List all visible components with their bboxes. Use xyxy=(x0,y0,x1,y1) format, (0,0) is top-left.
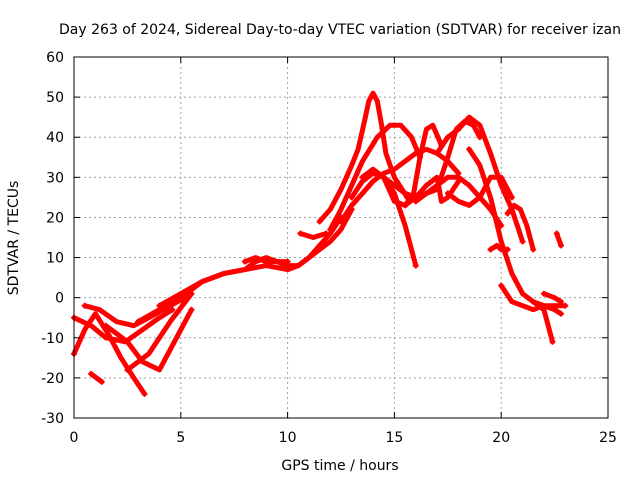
plus-marker xyxy=(455,178,462,185)
series-arc-15 xyxy=(359,166,419,269)
series-arc-9 xyxy=(242,255,291,265)
y-tick-label: -30 xyxy=(41,411,64,427)
y-tick-label: 30 xyxy=(46,170,64,186)
plus-marker xyxy=(487,246,494,253)
series-arc-7 xyxy=(135,206,355,325)
y-tick-label: -10 xyxy=(41,331,64,347)
plus-marker xyxy=(359,174,366,181)
series-arc-23 xyxy=(505,202,536,252)
series-arc-12 xyxy=(327,122,423,232)
plus-marker xyxy=(466,146,473,153)
plus-marker xyxy=(81,302,88,309)
series-arc-24 xyxy=(498,283,568,313)
series-arc-25 xyxy=(530,299,555,345)
x-tick-label: 0 xyxy=(70,430,79,446)
plus-marker xyxy=(241,258,248,265)
plus-marker xyxy=(169,306,176,313)
plus-marker xyxy=(558,242,565,249)
x-tick-label: 5 xyxy=(176,430,185,446)
plus-marker xyxy=(141,390,148,397)
plus-marker xyxy=(434,150,441,157)
series-arc-10 xyxy=(297,231,329,240)
plus-marker xyxy=(508,194,515,201)
plus-marker xyxy=(402,202,409,209)
series-arc-20 xyxy=(445,174,515,208)
plus-marker xyxy=(98,378,105,385)
plus-marker xyxy=(562,302,569,309)
x-tick-label: 20 xyxy=(492,430,510,446)
plus-marker xyxy=(156,302,163,309)
plus-marker xyxy=(338,218,344,225)
plus-marker xyxy=(327,226,334,233)
plus-marker xyxy=(412,198,419,205)
series-arc-4 xyxy=(88,371,105,385)
series-arc-22 xyxy=(488,243,511,252)
series-arc-21 xyxy=(466,146,564,317)
plus-marker xyxy=(504,210,511,217)
plus-marker xyxy=(188,306,195,313)
plus-marker xyxy=(135,318,142,325)
x-tick-label: 10 xyxy=(279,430,297,446)
plus-marker xyxy=(323,230,330,237)
plus-marker xyxy=(558,310,565,317)
series-arc-6 xyxy=(124,291,194,373)
y-tick-label: -20 xyxy=(41,371,64,387)
plus-marker xyxy=(519,238,526,245)
plus-marker xyxy=(348,194,355,201)
y-tick-label: 50 xyxy=(46,90,64,106)
series-arc-17 xyxy=(402,174,461,208)
plus-marker xyxy=(558,298,565,305)
x-tick-label: 15 xyxy=(385,430,403,446)
plus-marker xyxy=(540,290,547,297)
x-tick-label: 25 xyxy=(599,430,617,446)
plus-marker xyxy=(498,282,505,289)
y-tick-label: 10 xyxy=(46,251,64,267)
plus-marker xyxy=(412,262,419,269)
series-arc-19 xyxy=(434,114,526,244)
series-arc-5 xyxy=(103,307,194,373)
series-arc-18 xyxy=(413,118,483,204)
gridlines xyxy=(74,57,608,418)
plus-marker xyxy=(316,218,323,225)
plus-marker xyxy=(103,322,110,329)
series-arc-26 xyxy=(541,291,564,305)
plus-marker xyxy=(504,246,511,253)
plus-marker xyxy=(88,370,95,377)
plus-marker xyxy=(444,190,451,197)
y-tick-label: 60 xyxy=(46,50,64,66)
plus-marker xyxy=(380,174,387,181)
series-arc-8 xyxy=(156,214,344,309)
plus-marker xyxy=(297,230,304,237)
y-tick-label: 40 xyxy=(46,130,64,146)
series-arc-1 xyxy=(71,311,147,397)
series-arc-16 xyxy=(381,122,444,208)
y-axis-label: SDTVAR / TECUs xyxy=(6,181,22,296)
y-tick-label: 20 xyxy=(46,210,64,226)
axis-ticks: 0 5 10 15 20 25 -30 -20 -10 0 10 20 30 40 50 60 xyxy=(41,50,617,446)
plot-area-frame xyxy=(73,56,609,419)
plus-marker xyxy=(549,338,556,345)
series-arc-11 xyxy=(317,90,410,224)
plus-marker xyxy=(553,230,560,237)
plus-marker xyxy=(530,298,537,305)
plus-marker xyxy=(124,366,131,373)
y-tick-label: 0 xyxy=(55,291,64,307)
data-series xyxy=(71,90,569,397)
x-axis-label: GPS time / hours xyxy=(281,458,398,474)
chart-title: Day 263 of 2024, Sidereal Day-to-day VTE… xyxy=(59,22,621,38)
plus-marker xyxy=(284,258,291,265)
plus-marker xyxy=(530,246,537,253)
